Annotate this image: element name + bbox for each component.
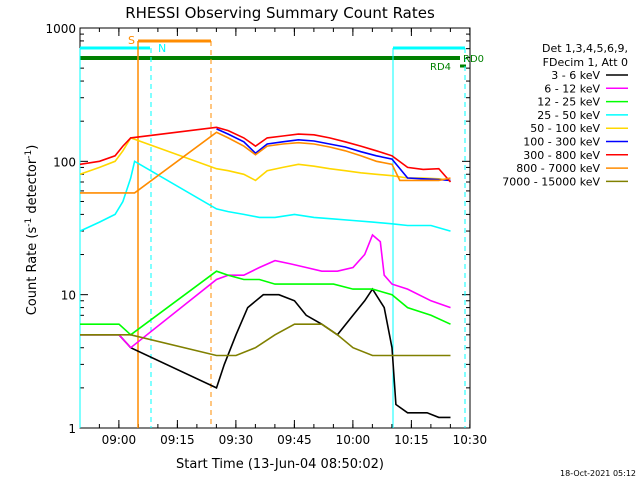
series-line-9 (80, 323, 451, 357)
y-tick-label: 100 (53, 155, 76, 169)
x-tick-label: 09:15 (160, 433, 195, 447)
series-line-3 (80, 270, 451, 336)
legend-label-6: 100 - 300 keV (523, 136, 600, 149)
n-marker-label: N (158, 42, 166, 55)
chart-title: RHESSI Observing Summary Count Rates (125, 4, 435, 22)
x-tick-label: 10:00 (336, 433, 371, 447)
legend-label-2: 6 - 12 keV (544, 82, 600, 95)
y-axis-label: Count Rate (s-1 detector-1) (24, 145, 40, 316)
legend: Det 1,3,4,5,6,9, FDecim 1, Att 0 3 - 6 k… (502, 42, 628, 188)
series-line-1 (80, 287, 451, 419)
series-line-8 (80, 131, 451, 194)
legend-label-9: 7000 - 15000 keV (502, 175, 600, 188)
x-tick-label: 09:00 (102, 433, 137, 447)
legend-label-3: 12 - 25 keV (537, 96, 600, 109)
series-line-7 (79, 126, 452, 183)
y-tick-label: 1000 (45, 22, 76, 36)
legend-label-4: 25 - 50 keV (537, 109, 600, 122)
y-tick-label: 10 (61, 289, 76, 303)
rd4-marker-label: RD4 (430, 62, 451, 73)
footer-date: 18-Oct-2021 05:12 (560, 469, 636, 478)
x-tick-label: 09:30 (219, 433, 254, 447)
series-line-4 (79, 160, 451, 232)
s-marker-label: S (128, 34, 135, 47)
x-tick-label: 09:45 (277, 433, 312, 447)
x-tick-label: 10:30 (453, 433, 488, 447)
series-line-5 (79, 136, 451, 182)
legend-label-7: 300 - 800 keV (523, 149, 600, 162)
legend-header-2: FDecim 1, Att 0 (543, 56, 628, 69)
legend-label-5: 50 - 100 keV (530, 122, 600, 135)
rd0-marker-label: RD0 (463, 54, 484, 65)
series-line-2 (80, 233, 451, 349)
y-tick-label: 1 (68, 422, 76, 436)
legend-header-1: Det 1,3,4,5,6,9, (542, 42, 628, 55)
series-line-6 (216, 128, 451, 182)
legend-label-8: 800 - 7000 keV (516, 162, 600, 175)
plot-area: 1 10 100 1000 09:00 09:15 09:30 09:45 10:00 10:15… (45, 22, 487, 447)
x-tick-label: 10:15 (394, 433, 429, 447)
x-axis-label: Start Time (13-Jun-04 08:50:02) (176, 457, 384, 472)
legend-label-1: 3 - 6 keV (551, 69, 600, 82)
